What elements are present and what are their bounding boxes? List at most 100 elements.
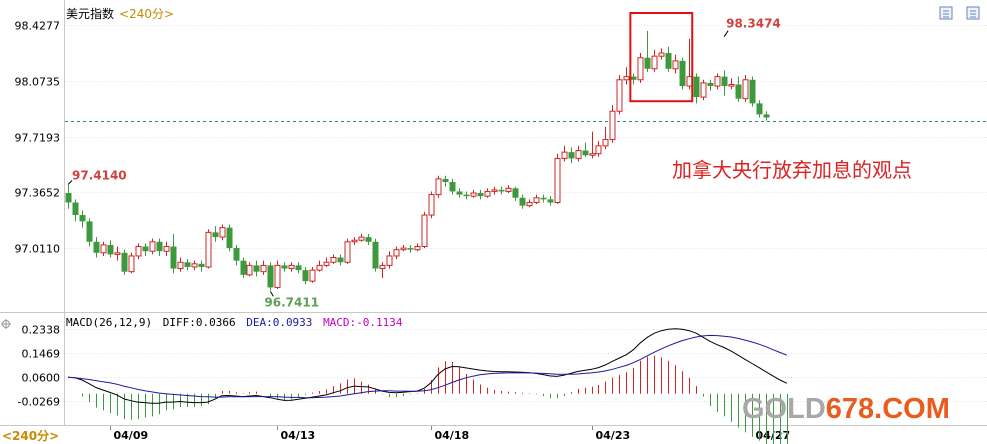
candlestick-series	[65, 31, 770, 291]
date-tick-label: 04/13	[281, 429, 316, 442]
settings-icon[interactable]	[966, 6, 980, 20]
candle-body	[330, 257, 337, 263]
macd-legend-diff: DIFF:0.0366	[163, 316, 236, 329]
candle-body	[191, 263, 198, 268]
candle-body	[163, 246, 170, 252]
candle-body	[288, 264, 295, 270]
candle-body	[651, 55, 658, 70]
candle-body	[463, 194, 470, 197]
candle-body	[149, 241, 156, 252]
candle-body	[735, 84, 742, 99]
candle-body	[512, 188, 519, 198]
candle-body	[72, 202, 79, 216]
candle-body	[379, 264, 386, 270]
macd-legend-title: MACD(26,12,9)	[66, 316, 152, 329]
candle-body	[281, 265, 288, 269]
annotation-text: 加拿大央行放弃加息的观点	[672, 158, 912, 182]
macd-grid	[65, 329, 987, 402]
candle-body	[756, 103, 763, 115]
candle-body	[672, 60, 679, 70]
candle-body	[470, 192, 477, 197]
candle-body	[100, 244, 107, 254]
price-tick-label: 97.3652	[15, 187, 61, 200]
date-tick-label: 04/18	[435, 429, 470, 442]
candle-body	[665, 53, 672, 69]
macd-legend-dea: DEA:0.0933	[246, 316, 312, 329]
price-tick-label: 98.0735	[15, 76, 61, 89]
candle-body	[337, 257, 344, 263]
candle-body	[170, 246, 177, 269]
candle-body	[693, 76, 700, 98]
candle-body	[498, 189, 505, 192]
candle-body	[644, 57, 651, 69]
date-tick-label: 04/27	[756, 429, 791, 442]
price-tick-label: 98.4277	[15, 20, 61, 33]
candle-body	[568, 152, 575, 159]
candle-body	[484, 190, 491, 197]
candle-body	[637, 57, 644, 81]
candle-body	[351, 239, 358, 243]
date-tick-label: 04/09	[114, 429, 149, 442]
price-tick-label: 97.7193	[15, 132, 61, 145]
candle-body	[205, 231, 212, 268]
candle-body	[679, 60, 686, 87]
price-tick-label: 97.0110	[15, 243, 61, 256]
high-price-marker: 98.3474	[723, 17, 781, 37]
date-tick-label: 04/23	[596, 429, 631, 442]
candle-body	[400, 247, 407, 251]
candle-body	[358, 236, 365, 241]
highlight-box	[629, 12, 694, 103]
macd-tick-label: 0.0600	[22, 372, 61, 385]
candle-body	[442, 178, 449, 183]
candle-body	[246, 264, 253, 276]
candle-body	[707, 82, 714, 87]
candle-body	[526, 201, 533, 207]
date-axis-labels: 04/09 04/13 04/18 04/23 04/27	[110, 426, 791, 442]
candle-body	[107, 244, 114, 255]
candle-body	[386, 255, 393, 266]
candle-body	[114, 252, 121, 255]
candle-body	[554, 157, 561, 203]
candle-body	[372, 241, 379, 269]
macd-axis-labels: 0.2338 0.1469 0.0600 -0.0269	[18, 324, 60, 409]
macd-tick-label: -0.0269	[18, 396, 60, 409]
macd-histogram	[82, 355, 788, 444]
window-icon[interactable]	[939, 6, 953, 20]
candle-body	[393, 249, 400, 257]
candle-body	[449, 182, 456, 192]
candle-body	[344, 241, 351, 263]
candle-body	[156, 241, 163, 252]
candle-body	[177, 261, 184, 270]
high-price-label: 98.3474	[726, 17, 781, 31]
low-price-label: 96.7411	[264, 295, 319, 309]
candle-body	[260, 264, 267, 273]
candle-body	[212, 232, 219, 238]
diff-line	[67, 328, 788, 404]
candle-body	[742, 79, 749, 100]
candle-body	[721, 76, 728, 87]
candle-body	[582, 150, 589, 156]
candle-body	[233, 248, 240, 261]
candle-body	[428, 194, 435, 216]
period-selector-bottom[interactable]: <240分>	[2, 428, 59, 443]
candle-body	[491, 189, 498, 192]
candle-body	[658, 52, 665, 57]
candle-body	[421, 214, 428, 248]
candle-body	[589, 153, 596, 156]
candle-body	[274, 264, 281, 288]
candle-body	[547, 199, 554, 203]
candle-body	[456, 191, 463, 195]
candle-body	[595, 145, 602, 155]
start-price-label: 97.4140	[72, 169, 127, 183]
instrument-name: 美元指数	[66, 6, 114, 21]
candle-body	[142, 246, 149, 252]
period-selector[interactable]: <240分>	[119, 7, 174, 21]
candle-body	[575, 150, 582, 159]
candle-body	[128, 255, 135, 273]
candle-body	[198, 263, 205, 267]
candle-body	[121, 252, 128, 272]
crosshair-icon[interactable]	[1, 319, 11, 329]
candle-body	[184, 262, 191, 267]
candle-body	[86, 221, 93, 242]
